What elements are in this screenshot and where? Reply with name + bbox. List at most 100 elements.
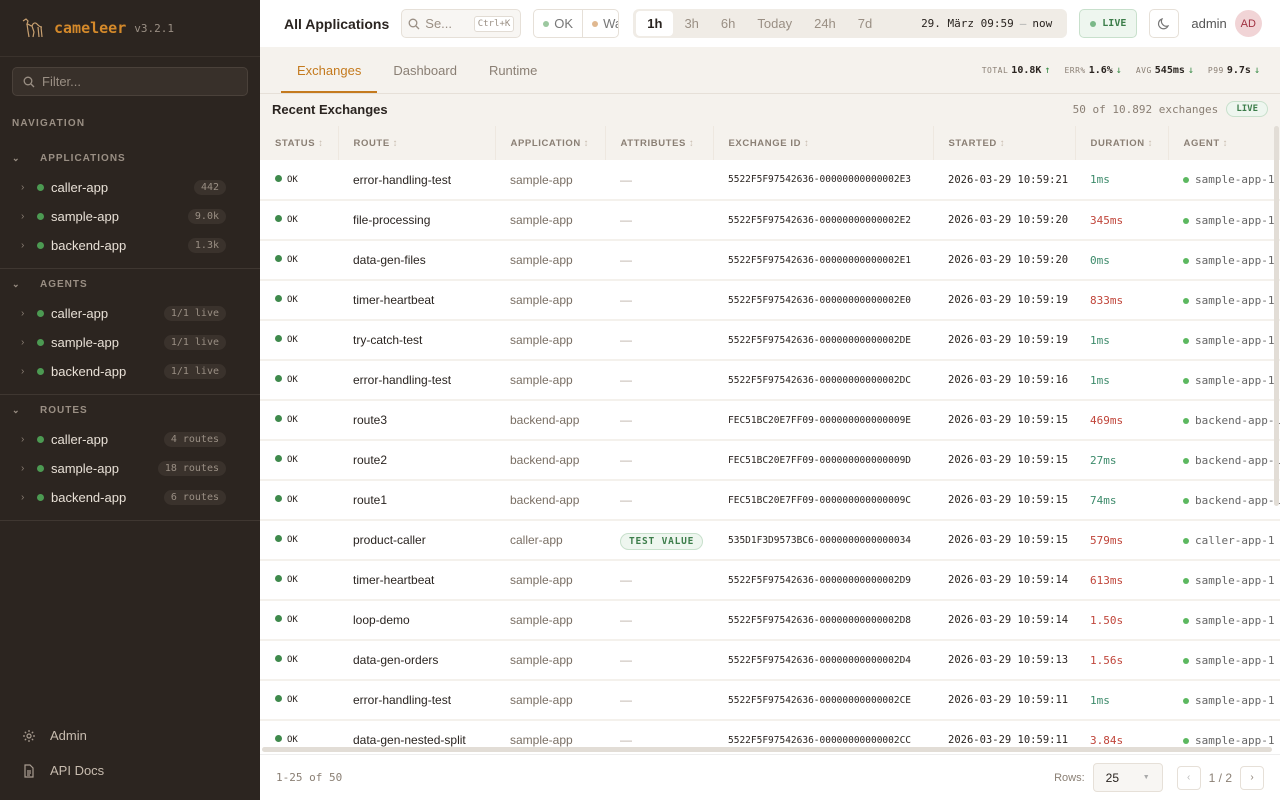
- section-toggle[interactable]: ⌄ AGENTS: [0, 269, 260, 299]
- table-row[interactable]: OK error-handling-test sample-app — 5522F5F9…: [260, 160, 1280, 201]
- tabs: Exchanges Dashboard Runtime TOTAL 10.8K ↑ E…: [260, 47, 1280, 94]
- tab-runtime[interactable]: Runtime: [488, 63, 538, 78]
- exchange-id-cell[interactable]: 5522F5F97542636-00000000000002D8: [713, 600, 933, 641]
- exchange-id-cell[interactable]: 5522F5F97542636-00000000000002DC: [713, 360, 933, 401]
- live-toggle-button[interactable]: LIVE: [1079, 9, 1138, 38]
- exchange-id-cell[interactable]: FEC51BC20E7FF09-000000000000009C: [713, 480, 933, 521]
- avatar[interactable]: AD: [1234, 10, 1262, 37]
- duration-cell: 0ms: [1075, 240, 1168, 281]
- sidebar-item-backend-app[interactable]: › backend-app 6 routes: [0, 483, 260, 512]
- column-header-status[interactable]: STATUS ↕: [260, 126, 339, 160]
- column-header-started[interactable]: STARTED ↕: [933, 126, 1076, 160]
- duration-cell: 613ms: [1075, 560, 1168, 601]
- global-search-input[interactable]: Se... Ctrl+K: [401, 9, 522, 38]
- table-row[interactable]: OK timer-heartbeat sample-app — 5522F5F97542…: [260, 280, 1280, 321]
- time-range-6h[interactable]: 6h: [720, 16, 736, 31]
- sidebar-item-caller-app[interactable]: › caller-app 4 routes: [0, 425, 260, 454]
- column-header-route[interactable]: ROUTE ↕: [338, 126, 496, 160]
- time-range-today[interactable]: Today: [757, 16, 793, 31]
- status-filter-warn[interactable]: Wa: [583, 10, 618, 37]
- table-row[interactable]: OK loop-demo sample-app — 5522F5F97542636-00…: [260, 600, 1280, 641]
- route-cell[interactable]: route1: [338, 480, 495, 521]
- rows-per-page-select[interactable]: 25 ▼: [1092, 763, 1163, 792]
- column-header-attributes[interactable]: ATTRIBUTES ↕: [605, 126, 714, 160]
- status-filter-ok[interactable]: OK: [534, 10, 584, 37]
- route-cell[interactable]: route2: [338, 440, 495, 481]
- time-range-3h[interactable]: 3h: [684, 16, 699, 31]
- kpi-p99: P99 9.7s ↓: [1208, 65, 1260, 76]
- table-row[interactable]: OK file-processing sample-app — 5522F5F97542…: [260, 200, 1280, 241]
- exchange-id-cell[interactable]: FEC51BC20E7FF09-000000000000009E: [713, 400, 933, 441]
- sidebar-item-caller-app[interactable]: › caller-app 442: [0, 173, 260, 202]
- sidebar-item-api-docs[interactable]: API Docs: [0, 753, 260, 788]
- section-toggle[interactable]: ⌄ ROUTES: [0, 395, 260, 425]
- route-cell[interactable]: error-handling-test: [338, 680, 495, 721]
- status-cell: OK: [260, 560, 338, 601]
- route-cell[interactable]: loop-demo: [338, 600, 495, 641]
- route-cell[interactable]: file-processing: [338, 200, 495, 241]
- tab-dashboard[interactable]: Dashboard: [393, 63, 457, 78]
- route-cell[interactable]: timer-heartbeat: [338, 280, 495, 321]
- time-range-1h[interactable]: 1h: [636, 11, 674, 36]
- table-row[interactable]: OK route3 backend-app — FEC51BC20E7FF09-0000…: [260, 400, 1280, 441]
- table-row[interactable]: OK product-caller caller-app TEST VALUE 535D…: [260, 520, 1280, 561]
- table-row[interactable]: OK route1 backend-app — FEC51BC20E7FF09-0000…: [260, 480, 1280, 521]
- route-cell[interactable]: data-gen-orders: [338, 640, 495, 681]
- time-range-24h[interactable]: 24h: [814, 16, 836, 31]
- exchange-id-cell[interactable]: 5522F5F97542636-00000000000002D9: [713, 560, 933, 601]
- exchange-id-cell[interactable]: 5522F5F97542636-00000000000002E0: [713, 280, 933, 321]
- username[interactable]: admin: [1191, 16, 1227, 31]
- route-cell[interactable]: product-caller: [338, 520, 495, 561]
- count-badge: 442: [193, 180, 226, 195]
- column-header-application[interactable]: APPLICATION ↕: [495, 126, 606, 160]
- route-cell[interactable]: timer-heartbeat: [338, 560, 495, 601]
- sidebar-filter-input[interactable]: Filter...: [12, 67, 248, 96]
- exchange-id-cell[interactable]: 5522F5F97542636-00000000000002E1: [713, 240, 933, 281]
- agent-name: backend-app-1: [1195, 493, 1280, 507]
- sidebar-item-sample-app[interactable]: › sample-app 1/1 live: [0, 328, 260, 357]
- agent-status-dot: [1183, 657, 1189, 664]
- exchange-id-cell[interactable]: 5522F5F97542636-00000000000002D4: [713, 640, 933, 681]
- table-row[interactable]: OK error-handling-test sample-app — 5522F5F9…: [260, 360, 1280, 401]
- app-scope-title[interactable]: All Applications: [284, 15, 390, 32]
- table-row[interactable]: OK data-gen-files sample-app — 5522F5F975426…: [260, 240, 1280, 281]
- table-row[interactable]: OK data-gen-orders sample-app — 5522F5F97542…: [260, 640, 1280, 681]
- route-cell[interactable]: error-handling-test: [338, 360, 495, 401]
- column-header-duration[interactable]: DURATION ↕: [1075, 126, 1169, 160]
- time-range-7d[interactable]: 7d: [857, 16, 873, 31]
- brand[interactable]: cameleer v3.2.1: [0, 0, 260, 57]
- status-text: OK: [287, 215, 298, 225]
- exchange-id-cell[interactable]: FEC51BC20E7FF09-000000000000009D: [713, 440, 933, 481]
- pagination-footer: 1-25 of 50 Rows: 25 ▼ ‹ 1 / 2 ›: [260, 754, 1280, 800]
- sidebar-item-backend-app[interactable]: › backend-app 1/1 live: [0, 357, 260, 386]
- next-page-button[interactable]: ›: [1240, 765, 1264, 790]
- sidebar-item-sample-app[interactable]: › sample-app 9.0k: [0, 202, 260, 231]
- sidebar-item-backend-app[interactable]: › backend-app 1.3k: [0, 231, 260, 260]
- section-toggle[interactable]: ⌄ APPLICATIONS: [0, 143, 260, 173]
- exchange-id-cell[interactable]: 5522F5F97542636-00000000000002DE: [713, 320, 933, 361]
- exchange-id-cell[interactable]: 535D1F3D9573BC6-0000000000000034: [713, 520, 933, 561]
- exchange-id-cell[interactable]: 5522F5F97542636-00000000000002E2: [713, 200, 933, 241]
- time-range-display[interactable]: 29. März 09:59— now: [921, 17, 1053, 30]
- tab-exchanges[interactable]: Exchanges: [281, 63, 378, 93]
- route-cell[interactable]: try-catch-test: [338, 320, 495, 361]
- table-row[interactable]: OK timer-heartbeat sample-app — 5522F5F97542…: [260, 560, 1280, 601]
- vertical-scrollbar[interactable]: [1274, 126, 1279, 506]
- route-cell[interactable]: data-gen-files: [338, 240, 495, 281]
- route-cell[interactable]: error-handling-test: [338, 160, 495, 201]
- horizontal-scrollbar[interactable]: [262, 747, 1272, 752]
- prev-page-button[interactable]: ‹: [1176, 765, 1201, 790]
- route-cell[interactable]: route3: [338, 400, 495, 441]
- table-row[interactable]: OK error-handling-test sample-app — 5522F5F9…: [260, 680, 1280, 721]
- exchange-id-cell[interactable]: 5522F5F97542636-00000000000002E3: [713, 160, 933, 201]
- exchange-id-cell[interactable]: 5522F5F97542636-00000000000002CE: [713, 680, 933, 721]
- sidebar-item-admin[interactable]: Admin: [0, 718, 260, 753]
- column-header-exchange-id[interactable]: EXCHANGE ID ↕: [713, 126, 934, 160]
- table-row[interactable]: OK try-catch-test sample-app — 5522F5F975426…: [260, 320, 1280, 361]
- sidebar-item-caller-app[interactable]: › caller-app 1/1 live: [0, 299, 260, 328]
- table-row[interactable]: OK route2 backend-app — FEC51BC20E7FF09-0000…: [260, 440, 1280, 481]
- sidebar-item-sample-app[interactable]: › sample-app 18 routes: [0, 454, 260, 483]
- status-text: OK: [287, 615, 298, 625]
- column-header-agent[interactable]: AGENT ↕: [1168, 126, 1280, 160]
- theme-toggle-button[interactable]: [1149, 9, 1180, 38]
